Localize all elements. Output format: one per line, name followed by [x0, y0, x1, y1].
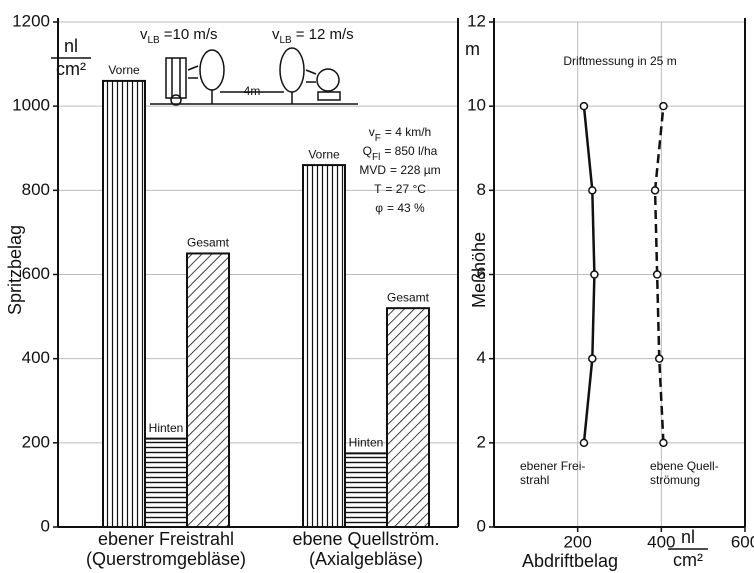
- y-tick-label: 200: [22, 432, 50, 451]
- annotation-value: = 43 %: [387, 201, 425, 215]
- annotation: T = 27 °C: [374, 182, 426, 196]
- annotation-value: = 4 km/h: [385, 125, 431, 139]
- chart-title: Driftmessung in 25 m: [563, 54, 676, 68]
- data-point: [579, 438, 589, 448]
- unit-numerator: nl: [681, 527, 695, 547]
- series-label: ebene Quell-: [650, 459, 719, 473]
- data-point: [588, 354, 597, 363]
- bar: [386, 307, 430, 528]
- unit-numerator: nl: [64, 36, 78, 56]
- bar-series-label: Gesamt: [187, 236, 230, 250]
- annotation-symbol: v: [272, 26, 280, 43]
- y-tick-label: 400: [22, 348, 50, 367]
- unit-denominator: cm²: [56, 59, 86, 79]
- unit-denominator: cm²: [673, 550, 703, 570]
- x-tick-label: (Axialgebläse): [309, 549, 423, 569]
- bar-series-label: Hinten: [149, 421, 184, 435]
- x-tick-label: 200: [563, 532, 591, 551]
- data-point: [654, 354, 664, 363]
- y-unit: m: [465, 39, 480, 59]
- x-tick-label: (Querstromgebläse): [86, 549, 246, 569]
- y-tick-label: 600: [22, 264, 50, 283]
- bar-series-label: Vorne: [108, 63, 140, 77]
- annotation-symbol: φ: [375, 201, 383, 215]
- annotation-value: = 27 °C: [385, 182, 426, 196]
- y-tick-label: 1200: [12, 11, 50, 30]
- y-axis-label: Spritzbelag: [5, 225, 25, 315]
- data-point: [659, 101, 668, 111]
- annotation-symbol: T: [374, 182, 382, 196]
- y-tick-label: 12: [467, 11, 486, 30]
- series-label: strahl: [520, 473, 549, 487]
- x-tick-label: ebene Quellström.: [292, 529, 439, 549]
- annotation: vLB =10 m/s: [140, 26, 218, 46]
- bar: [102, 79, 146, 529]
- annotation-subscript: LB: [280, 35, 293, 46]
- x-tick-label: ebener Freistrahl: [98, 529, 234, 549]
- annotation-symbol: MVD: [359, 163, 386, 177]
- annotation-subscript: F: [375, 133, 381, 144]
- y-tick-label: 4: [477, 348, 486, 367]
- y-tick-label: 10: [467, 96, 486, 115]
- x-axis-label: Abdriftbelag: [522, 551, 618, 571]
- orchard-sketch: [150, 47, 358, 106]
- bar-series-label: Vorne: [308, 147, 340, 161]
- y-tick-label: 1000: [12, 96, 50, 115]
- annotation: MVD = 228 µm: [359, 163, 440, 177]
- data-point: [652, 270, 662, 279]
- bar-series-label: Gesamt: [387, 290, 430, 304]
- annotation-symbol: v: [369, 125, 375, 139]
- bar: [302, 164, 346, 528]
- annotation: QFl = 850 l/ha: [363, 144, 438, 163]
- series-label: strömung: [650, 473, 700, 487]
- x-tick-label: 400: [647, 532, 675, 551]
- annotation: vLB = 12 m/s: [272, 26, 354, 46]
- annotation-value: = 12 m/s: [296, 26, 354, 43]
- data-point: [579, 101, 589, 111]
- data-point: [659, 438, 668, 448]
- annotation-subscript: LB: [148, 35, 161, 46]
- y-axis-label: Meßhöhe: [469, 232, 489, 308]
- distance-label: 4m: [244, 84, 261, 98]
- annotation-subscript: Fl: [372, 152, 380, 163]
- annotation-value: = 228 µm: [390, 163, 441, 177]
- y-tick-label: 2: [477, 432, 486, 451]
- bar-series-label: Hinten: [349, 436, 384, 450]
- annotation-symbol: Q: [363, 144, 372, 158]
- bar: [144, 437, 188, 528]
- y-tick-label: 0: [477, 516, 486, 535]
- series-label: ebener Frei-: [520, 459, 585, 473]
- annotation: vF = 4 km/h: [369, 125, 431, 144]
- annotation: φ = 43 %: [375, 201, 425, 215]
- annotation-value: =10 m/s: [164, 26, 218, 43]
- bar: [344, 452, 388, 528]
- bar: [186, 252, 230, 528]
- y-tick-label: 8: [477, 180, 486, 199]
- data-point: [588, 186, 597, 195]
- x-tick-label: 600: [731, 532, 754, 551]
- y-tick-label: 0: [41, 516, 50, 535]
- data-point: [650, 186, 660, 195]
- y-tick-label: 6: [477, 264, 486, 283]
- data-point: [590, 270, 599, 279]
- y-tick-label: 800: [22, 180, 50, 199]
- annotation-value: = 850 l/ha: [384, 144, 437, 158]
- annotation-symbol: v: [140, 26, 148, 43]
